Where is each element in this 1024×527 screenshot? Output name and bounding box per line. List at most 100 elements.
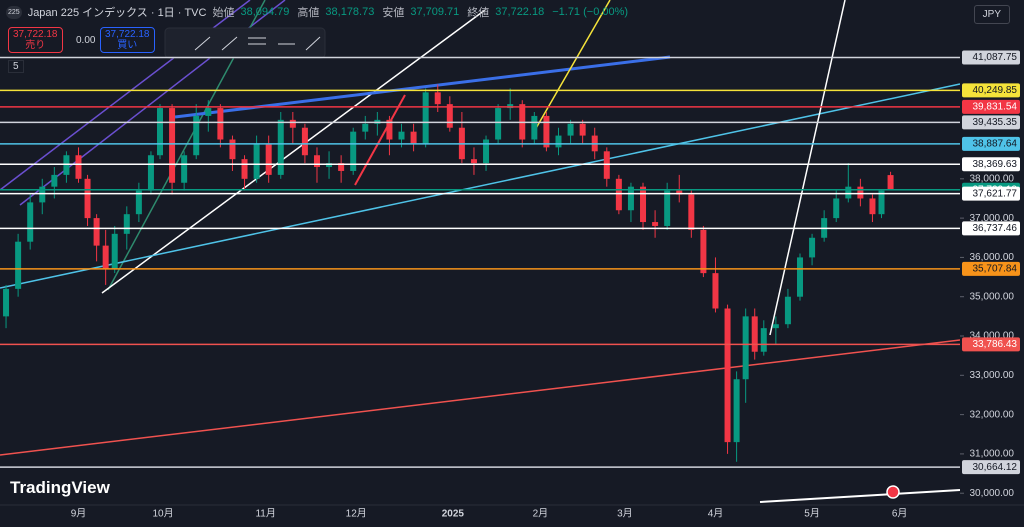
candle-body xyxy=(205,108,212,116)
x-tick-label: 2月 xyxy=(533,508,549,520)
spread: 0.00 xyxy=(76,35,96,46)
trend-line xyxy=(759,489,961,503)
candle-body xyxy=(398,131,405,140)
level-tag xyxy=(962,83,1020,98)
candle-body xyxy=(797,257,803,297)
indicator-count[interactable]: 5 xyxy=(8,60,24,73)
candle-body xyxy=(27,202,34,242)
candle-body xyxy=(579,123,586,136)
candle-body xyxy=(845,186,852,199)
buy-price: 37,722.18 xyxy=(105,29,150,40)
candle-body xyxy=(760,328,767,352)
tool-icon[interactable] xyxy=(221,36,238,51)
candle-body xyxy=(157,108,163,156)
level-label: 40,249.85 xyxy=(973,85,1018,96)
buy-button[interactable]: 37,722.18 買い xyxy=(100,27,155,53)
level-label: 37,621.77 xyxy=(973,188,1018,199)
ohlc-key: 高値 xyxy=(297,7,320,19)
candle-body xyxy=(75,155,82,179)
x-tick-label: 2025 xyxy=(442,509,465,520)
candle-body xyxy=(102,245,109,270)
level-tag xyxy=(962,337,1020,352)
level-label: 36,737.46 xyxy=(973,223,1018,234)
candle-body xyxy=(181,155,188,183)
y-tick-label: 30,000.00 xyxy=(970,488,1015,499)
candle-body xyxy=(555,135,562,148)
candle-body xyxy=(15,241,22,289)
candle-body xyxy=(676,190,683,195)
candle-body xyxy=(543,115,550,148)
trend-line xyxy=(0,339,961,456)
trend-line xyxy=(354,94,406,186)
toolbar xyxy=(164,27,326,59)
candle-body xyxy=(111,233,118,270)
tool-icon[interactable] xyxy=(305,36,321,51)
candle-body xyxy=(742,316,749,380)
candle-body xyxy=(63,155,70,175)
level-label: 39,831.54 xyxy=(973,101,1018,112)
y-tick-label: 32,000.00 xyxy=(970,409,1015,420)
candle-body xyxy=(84,178,91,219)
level-tag xyxy=(962,115,1020,130)
candle-body xyxy=(193,115,200,156)
level-label: 35,707.84 xyxy=(973,264,1018,275)
candle-body xyxy=(712,273,719,309)
candle-body xyxy=(169,108,176,183)
level-label: 39,435.35 xyxy=(973,117,1018,128)
candle-body xyxy=(313,155,320,168)
level-label: 33,786.43 xyxy=(973,339,1018,350)
candle-body xyxy=(531,115,538,140)
ohlc-value: 37,709.71 xyxy=(410,6,460,18)
candle-body xyxy=(784,296,791,325)
x-tick-label: 10月 xyxy=(152,508,173,520)
ohlc-value: 37,722.18 xyxy=(495,6,545,18)
x-tick-label: 12月 xyxy=(346,508,367,520)
candle-body xyxy=(446,104,453,128)
candle-body xyxy=(350,131,357,171)
candle-body xyxy=(422,92,429,144)
ohlc-key: 終値 xyxy=(467,7,490,19)
candle-body xyxy=(265,143,272,175)
trend-line xyxy=(769,0,846,336)
candle-body xyxy=(603,151,610,179)
candle-body xyxy=(700,229,707,274)
candle-body xyxy=(664,190,671,226)
ohlc-key: 始値 xyxy=(212,7,235,19)
level-tag xyxy=(962,221,1020,236)
candle-body xyxy=(809,237,816,258)
candle-body xyxy=(338,163,345,171)
candle-body xyxy=(652,222,659,226)
trend-line xyxy=(0,83,961,289)
candle-body xyxy=(483,139,490,164)
candle-body xyxy=(123,214,130,234)
candle-body xyxy=(887,175,894,190)
candle-body xyxy=(3,288,10,317)
symbol-badge: 225 xyxy=(6,5,22,19)
sell-button[interactable]: 37,722.18 売り xyxy=(8,27,63,53)
buy-label: 買い xyxy=(117,40,138,51)
trend-line xyxy=(174,55,671,119)
candle-body xyxy=(39,186,46,203)
candle-body xyxy=(640,186,647,223)
y-tick-label: 35,000.00 xyxy=(970,291,1015,302)
alert-marker[interactable] xyxy=(886,485,900,499)
ohlc-value: 38,094.79 xyxy=(240,6,290,18)
currency[interactable]: JPY xyxy=(973,5,1010,24)
candle-body xyxy=(751,316,758,352)
candle-body xyxy=(772,324,779,329)
trend-line xyxy=(534,0,611,131)
change: −1.71 (−0.00%) xyxy=(552,6,629,18)
candle-body xyxy=(147,155,154,191)
tool-icon[interactable] xyxy=(194,36,211,51)
sell-label: 売り xyxy=(25,40,46,51)
candle-body xyxy=(857,186,864,199)
x-tick-label: 5月 xyxy=(804,508,820,520)
candle-body xyxy=(93,218,100,246)
candle-body xyxy=(301,127,308,156)
candle-body xyxy=(277,119,284,175)
x-tick-label: 6月 xyxy=(892,508,908,520)
candle-body xyxy=(229,139,236,160)
candle-body xyxy=(615,178,622,211)
